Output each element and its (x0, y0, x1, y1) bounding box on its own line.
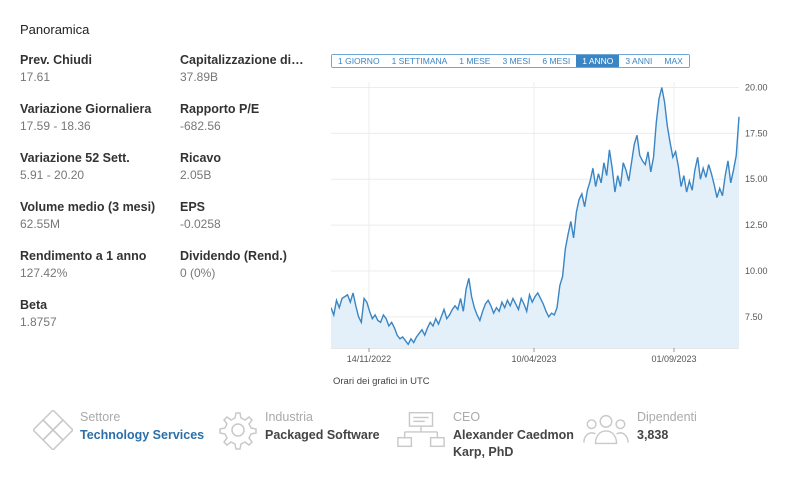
metric-value: 127.42% (20, 266, 68, 280)
metric-label: Rendimento a 1 anno (20, 249, 147, 263)
sector-info: Settore Technology Services (33, 410, 204, 450)
metric-value: 37.89B (180, 70, 219, 84)
metric-item: Variazione 52 Sett. 5.91 - 20.20 (20, 151, 170, 182)
y-tick-label: 20.00 (745, 83, 768, 93)
metric-value: 0 (0%) (180, 266, 216, 280)
y-tick-label: 15.00 (745, 174, 768, 184)
range-button[interactable]: 1 ANNO (576, 55, 620, 67)
price-chart: 20.00 17.50 15.00 12.50 10.00 7.50 14/11/2022… (331, 82, 768, 364)
ceo-value: Alexander Caedmon Karp, PhD (453, 428, 574, 459)
metric-label: Capitalizzazione di ... (180, 53, 305, 67)
metric-item: Ricavo 2.05B (180, 151, 330, 182)
metric-item: Dividendo (Rend.) 0 (0%) (180, 249, 330, 280)
metric-item: Rapporto P/E -682.56 (180, 102, 330, 133)
metric-value: 17.61 (20, 70, 51, 84)
people-icon (583, 414, 629, 445)
range-button[interactable]: MAX (658, 55, 689, 67)
metric-label: EPS (180, 200, 206, 214)
sector-label: Settore (80, 410, 121, 424)
metric-label: Volume medio (3 mesi) (20, 200, 156, 214)
y-tick-label: 10.00 (745, 266, 768, 276)
metric-label: Ricavo (180, 151, 221, 165)
x-tick-label: 14/11/2022 (347, 354, 391, 364)
y-tick-label: 12.50 (745, 220, 768, 230)
range-button[interactable]: 3 MESI (496, 55, 537, 67)
metric-label: Variazione Giornaliera (20, 102, 152, 116)
metric-value: -682.56 (180, 119, 221, 133)
x-tick-label: 10/04/2023 (511, 354, 556, 364)
metric-item: Rendimento a 1 anno 127.42% (20, 249, 170, 280)
metric-value: 5.91 - 20.20 (20, 168, 85, 182)
metric-label: Dividendo (Rend.) (180, 249, 287, 263)
chart-y-ticks: 20.00 17.50 15.00 12.50 10.00 7.50 (745, 83, 768, 322)
sector-diamond-icon (33, 410, 73, 450)
metric-value: -0.0258 (180, 217, 221, 231)
overview-card: Panoramica Prev. Chiudi 17.61 Capitalizzaz… (20, 22, 768, 387)
ceo-info: CEO Alexander Caedmon Karp, PhD (396, 410, 578, 461)
chart-price-line (331, 87, 740, 346)
sector-link[interactable]: Technology Services (80, 428, 205, 442)
metric-label: Prev. Chiudi (20, 53, 93, 67)
industry-label: Industria (265, 410, 313, 424)
range-button[interactable]: 1 MESE (453, 55, 497, 67)
metric-item: Prev. Chiudi 17.61 (20, 53, 170, 84)
y-tick-label: 7.50 (745, 312, 763, 322)
industry-value: Packaged Software (265, 428, 380, 442)
range-button[interactable]: 3 ANNI (619, 55, 659, 67)
metric-item: EPS -0.0258 (180, 200, 330, 231)
metric-value: 2.05B (180, 168, 212, 182)
range-button[interactable]: 1 SETTIMANA (385, 55, 454, 67)
metric-label: Rapporto P/E (180, 102, 260, 116)
section-title: Panoramica (20, 22, 90, 37)
company-info-bar: Settore Technology Services Industria Pa… (0, 398, 800, 497)
org-chart-icon (397, 411, 445, 448)
metric-item: Volume medio (3 mesi) 62.55M (20, 200, 170, 231)
employees-info: Dipendenti 3,838 (582, 410, 697, 450)
chart-x-ticks: 14/11/2022 10/04/2023 01/09/2023 (347, 348, 697, 364)
range-button[interactable]: 1 GIORNO (332, 55, 386, 67)
metric-item: Capitalizzazione di ... 37.89B (180, 53, 330, 84)
x-tick-label: 01/09/2023 (651, 354, 696, 364)
gear-icon (219, 412, 257, 450)
metric-value: 62.55M (20, 217, 61, 231)
chart-area-fill (331, 87, 739, 348)
employees-label: Dipendenti (637, 410, 697, 424)
industry-info: Industria Packaged Software (218, 410, 380, 450)
range-button[interactable]: 6 MESI (536, 55, 577, 67)
chart-timezone-note: Orari dei grafici in UTC (333, 376, 430, 387)
ceo-label: CEO (453, 410, 481, 424)
employees-value: 3,838 (637, 428, 669, 442)
metric-label: Variazione 52 Sett. (20, 151, 130, 165)
y-tick-label: 17.50 (745, 128, 768, 138)
metric-value: 17.59 - 18.36 (20, 119, 91, 133)
metric-item: Beta 1.8757 (20, 298, 170, 329)
metric-label: Beta (20, 298, 48, 312)
metric-item: Variazione Giornaliera 17.59 - 18.36 (20, 102, 170, 133)
range-selector: 1 GIORNO 1 SETTIMANA 1 MESE 3 MESI 6 MESI 1 A… (331, 54, 690, 68)
metric-value: 1.8757 (20, 315, 57, 329)
